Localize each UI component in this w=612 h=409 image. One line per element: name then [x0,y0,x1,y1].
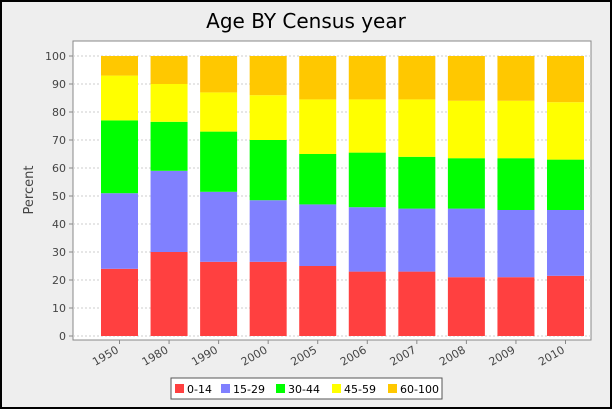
legend-swatch [332,384,341,393]
y-tick-label: 90 [52,78,66,91]
bar-segment [497,210,535,278]
legend-swatch [221,384,230,393]
bar-segment [150,56,188,84]
y-tick-label: 0 [59,330,66,343]
bar-segment [200,261,238,336]
bar-segment [150,84,188,122]
bar-segment [398,56,436,100]
bar-segment [447,56,485,101]
bar-segment [299,266,337,336]
bar-segment [547,102,584,160]
x-tick-label: 2007 [388,343,419,368]
bar-segment [299,204,337,266]
x-tick-label: 1990 [189,343,220,368]
bar-segment [249,261,287,336]
bar-segment [398,156,436,209]
bar-segment [101,268,138,336]
bar-segment [299,154,337,205]
bar-segment [547,210,584,276]
bar-segment [547,159,584,210]
y-axis-label: Percent [22,166,37,215]
bar-segment [398,208,436,272]
legend: 0-14 15-29 30-44 45-59 60-100 [170,377,443,400]
x-tick-label: 2008 [437,343,468,368]
bars [101,56,584,336]
legend-label: 30-44 [288,383,320,396]
bar-segment [299,99,337,154]
legend-box [170,377,443,400]
bar-segment [249,200,287,262]
bar-segment [447,277,485,336]
y-tick-label: 80 [52,106,66,119]
chart-title: Age BY Census year [206,9,406,33]
bar-segment [299,56,337,100]
bar-segment [447,100,485,159]
legend-swatch [175,384,184,393]
bar-segment [497,158,535,210]
bar-segment [150,252,188,336]
legend-label: 45-59 [344,383,376,396]
bar-segment [447,158,485,209]
x-tick-label: 1980 [140,343,171,368]
y-tick-label: 30 [52,246,66,259]
y-tick-label: 20 [52,274,66,287]
bar-segment [348,56,386,100]
y-tick-label: 60 [52,162,66,175]
x-tick-label: 2010 [536,343,567,368]
legend-label: 15-29 [233,383,265,396]
x-tick-label: 1950 [90,343,121,368]
bar-segment [547,275,584,336]
bar-segment [101,56,138,76]
bar-segment [348,207,386,272]
bar-segment [101,75,138,121]
x-tick-label: 2006 [338,343,369,368]
bar-segment [348,271,386,336]
bar-segment [398,99,436,157]
legend-swatch [276,384,285,393]
bar-segment [497,277,535,336]
bar-segment [447,208,485,278]
y-tick-label: 40 [52,218,66,231]
bar-segment [249,140,287,201]
bar-segment [348,152,386,208]
x-tick-label: 2000 [239,343,270,368]
bar-segment [200,92,238,132]
bar-segment [398,271,436,336]
bar-segment [249,56,287,96]
bar-segment [101,193,138,269]
y-tick-label: 50 [52,190,66,203]
bar-segment [547,56,584,103]
bar-segment [200,56,238,93]
bar-segment [150,170,188,252]
legend-label: 60-100 [400,383,439,396]
legend-swatch [388,384,397,393]
y-tick-label: 10 [52,302,66,315]
y-tick-label: 70 [52,134,66,147]
y-tick-label: 100 [45,50,66,63]
bar-segment [497,100,535,159]
bar-segment [348,99,386,153]
x-tick-label: 2005 [288,343,319,368]
bar-segment [200,191,238,262]
bar-segment [497,56,535,101]
bar-segment [150,121,188,171]
bar-segment [200,131,238,192]
bar-segment [101,120,138,194]
bar-segment [249,95,287,140]
legend-label: 0-14 [187,383,212,396]
x-tick-label: 2009 [487,343,518,368]
